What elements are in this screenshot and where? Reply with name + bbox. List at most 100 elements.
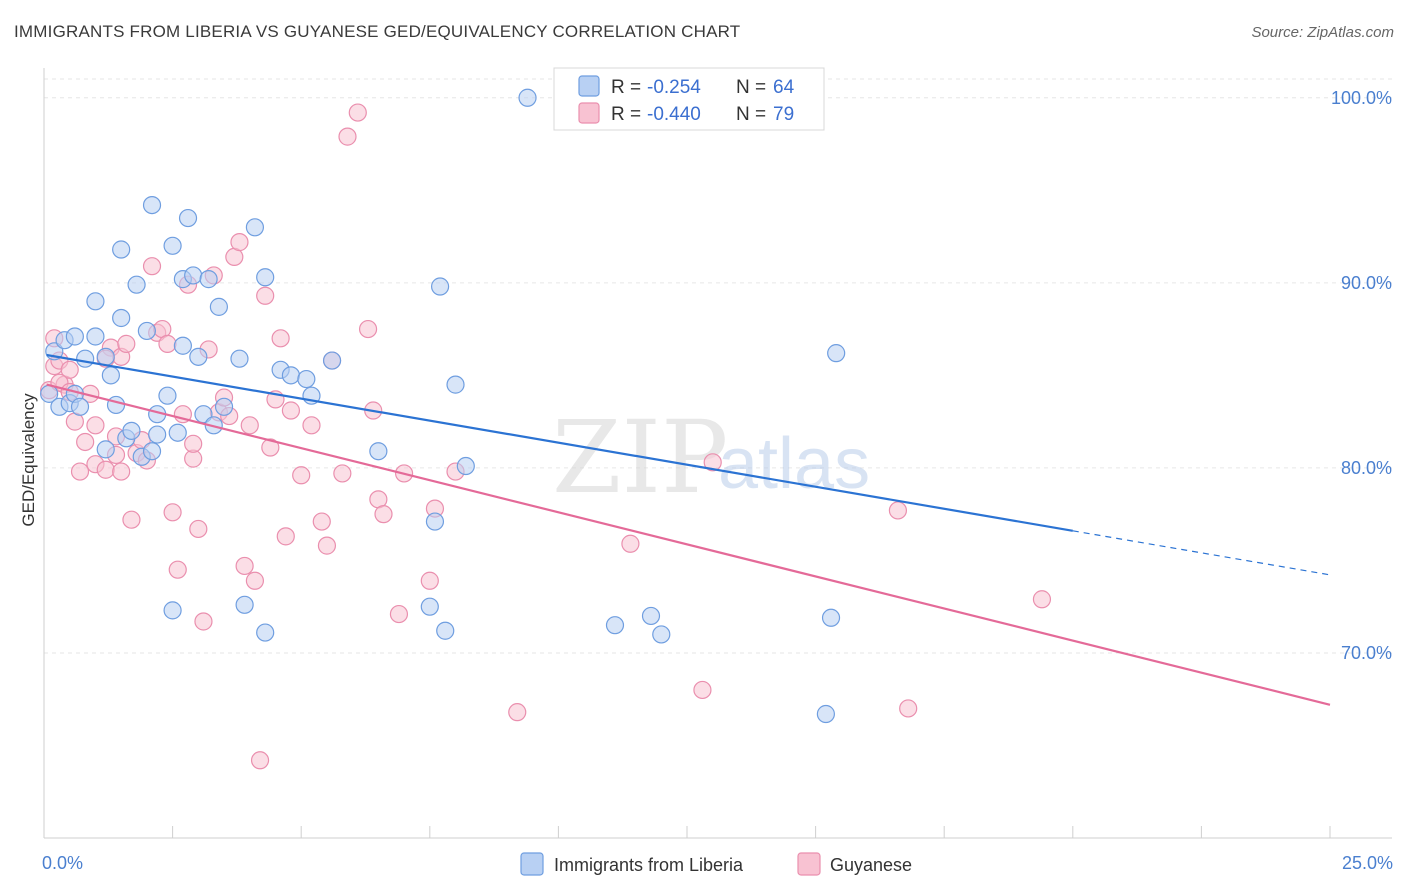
liberia-point <box>281 366 301 385</box>
legend-guyanese-r-value: -0.440 <box>647 104 701 125</box>
guyanese-point <box>693 680 712 700</box>
liberia-point <box>86 327 105 346</box>
liberia-point <box>821 608 841 627</box>
guyanese-point <box>312 512 331 531</box>
liberia-point <box>96 347 115 366</box>
x-tick-labels: 0.0% 25.0% <box>42 853 1393 873</box>
y-axis-label: GED/Equivalency <box>19 393 38 527</box>
legend-guyanese-r-label: R = <box>611 104 641 125</box>
liberia-point <box>173 336 192 355</box>
liberia-point <box>605 616 625 635</box>
liberia-point <box>189 347 208 366</box>
guyanese-point <box>112 462 131 481</box>
guyanese-point <box>235 556 254 576</box>
guyanese-point <box>158 334 177 353</box>
guyanese-point <box>420 571 439 590</box>
guyanese-point <box>899 699 918 718</box>
guyanese-point <box>271 329 290 348</box>
trend-line-liberia-extension <box>1072 530 1331 576</box>
liberia-point <box>369 442 388 461</box>
axes <box>43 68 1392 839</box>
bottom-legend-liberia-label: Immigrants from Liberia <box>554 855 744 875</box>
liberia-point <box>235 595 254 614</box>
liberia-point <box>112 308 131 328</box>
guyanese-point <box>117 334 136 353</box>
guyanese-point <box>348 103 367 122</box>
legend-liberia-swatch <box>578 75 600 97</box>
liberia-point <box>127 275 146 294</box>
series-legend: Immigrants from Liberia Guyanese <box>520 852 912 876</box>
guyanese-point <box>389 604 409 624</box>
liberia-point <box>158 386 177 405</box>
liberia-point <box>65 327 84 346</box>
liberia-point <box>168 423 187 442</box>
guyanese-point <box>317 536 337 555</box>
liberia-point <box>142 195 162 215</box>
liberia-point <box>430 277 450 296</box>
liberia-point <box>137 321 156 341</box>
y-tick-label: 100.0% <box>1331 88 1392 108</box>
guyanese-point <box>358 319 378 339</box>
liberia-point <box>245 218 265 237</box>
guyanese-point <box>888 501 908 520</box>
legend-liberia-r-value: -0.254 <box>647 77 701 98</box>
guyanese-point <box>508 703 527 722</box>
correlation-legend: R = -0.254 N = 64 R = -0.440 N = 79 <box>553 67 825 131</box>
trend-line-guyanese <box>46 383 1331 706</box>
guyanese-point <box>292 466 311 485</box>
liberia-point <box>112 240 131 259</box>
liberia-point <box>425 512 445 531</box>
x-tick-label-end: 25.0% <box>1342 853 1393 873</box>
guyanese-point <box>230 233 249 252</box>
legend-guyanese-n-label: N = <box>736 104 766 125</box>
guyanese-point <box>281 401 301 420</box>
liberia-point <box>209 297 228 316</box>
guyanese-point <box>245 571 265 590</box>
guyanese-point <box>163 503 182 522</box>
guyanese-point <box>96 460 115 479</box>
liberia-point <box>178 208 198 228</box>
liberia-point <box>652 625 671 644</box>
liberia-point <box>163 236 182 255</box>
liberia-point <box>518 88 537 107</box>
x-tick-label-start: 0.0% <box>42 853 83 873</box>
y-tick-label: 70.0% <box>1341 643 1392 663</box>
legend-liberia-r-label: R = <box>611 77 641 98</box>
guyanese-point <box>276 527 295 546</box>
liberia-point <box>96 440 115 459</box>
chart-title: IMMIGRANTS FROM LIBERIA VS GUYANESE GED/… <box>14 22 741 41</box>
guyanese-point <box>621 534 640 553</box>
liberia-point <box>297 369 316 389</box>
liberia-point <box>142 442 162 461</box>
series-guyanese-points <box>40 103 1052 770</box>
guyanese-point <box>184 434 203 453</box>
guyanese-point <box>338 127 357 146</box>
guyanese-point <box>189 519 208 539</box>
guyanese-point <box>333 464 352 483</box>
bottom-legend-guyanese-swatch <box>797 852 821 876</box>
guyanese-point <box>374 505 393 524</box>
liberia-point <box>436 621 455 640</box>
liberia-point <box>106 395 126 415</box>
liberia-point <box>256 623 275 642</box>
bottom-legend-liberia-swatch <box>520 852 544 876</box>
liberia-point <box>76 349 95 368</box>
guyanese-point <box>240 416 259 435</box>
legend-guyanese-swatch <box>578 102 600 124</box>
liberia-point <box>199 270 218 289</box>
guyanese-point <box>122 510 141 529</box>
guyanese-point <box>70 462 90 481</box>
liberia-point <box>101 366 120 385</box>
guyanese-point <box>76 432 95 452</box>
liberia-point <box>256 268 275 287</box>
liberia-point <box>446 375 465 394</box>
source-label: Source: ZipAtlas.com <box>1251 24 1394 41</box>
liberia-point <box>322 351 342 370</box>
bottom-legend-guyanese-label: Guyanese <box>830 855 912 875</box>
y-tick-label: 80.0% <box>1341 458 1392 478</box>
trend-line-liberia <box>46 353 1073 532</box>
legend-liberia-n-label: N = <box>736 77 766 98</box>
liberia-point <box>122 421 141 440</box>
guyanese-point <box>703 453 722 472</box>
